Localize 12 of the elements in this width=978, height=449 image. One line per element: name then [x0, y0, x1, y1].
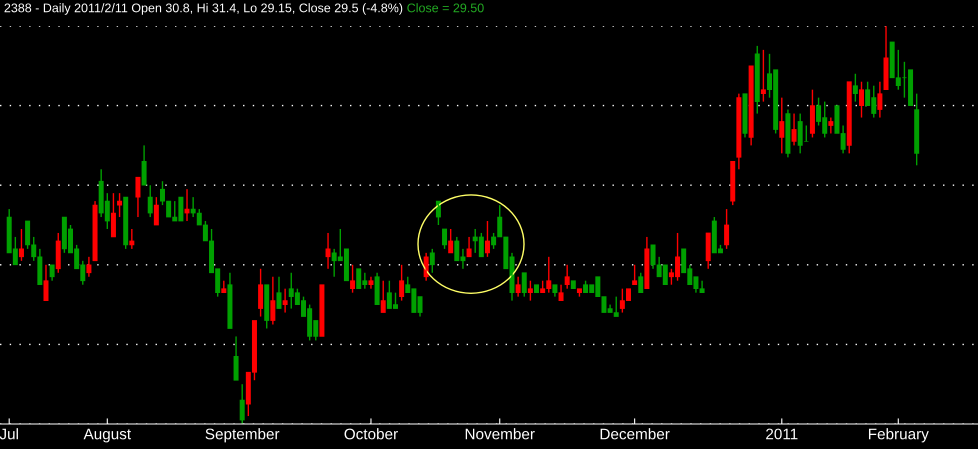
x-tick-label: November: [466, 428, 535, 440]
x-tick-label: October: [344, 428, 398, 440]
x-tick-label: December: [600, 428, 670, 440]
text: Close = 29.50: [407, 3, 484, 12]
x-tick-label: August: [84, 428, 131, 442]
candlestick: [319, 284, 324, 337]
x-tick-label: Jul: [0, 428, 18, 440]
x-tick-label: 2011: [766, 428, 798, 440]
x-tick-label: February: [868, 428, 929, 442]
chart-title: 2388 - Daily 2011/2/11 Open 30.8, Hi 31.4, Lo 29.15, Close 29.5 (-4.8%): [4, 3, 402, 15]
x-tick-label: September: [206, 428, 280, 442]
candlestick: [570, 280, 576, 290]
